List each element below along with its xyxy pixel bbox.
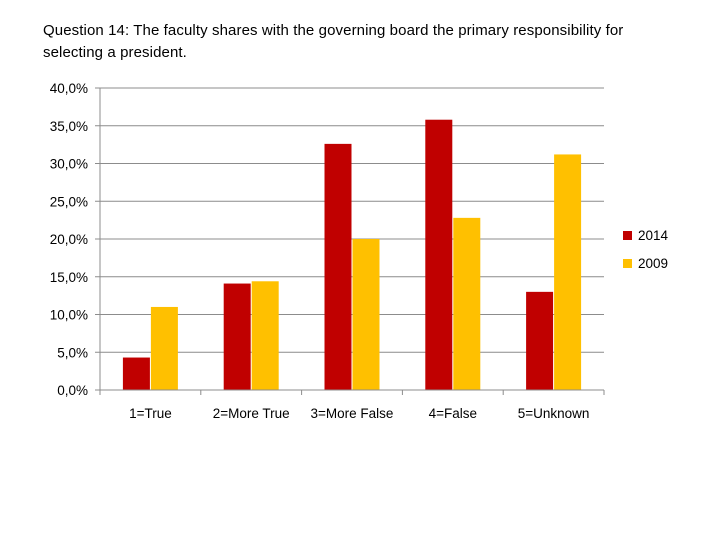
x-tick-label: 2=More True bbox=[213, 406, 290, 421]
bar-2009 bbox=[554, 154, 582, 390]
x-tick-label: 1=True bbox=[129, 406, 172, 421]
bar-2014 bbox=[223, 283, 251, 390]
x-axis-ticks: 1=True 2=More True 3=More False 4=False 5=Un… bbox=[99, 390, 605, 421]
y-tick-label: 5,0% bbox=[57, 345, 88, 360]
y-tick-label: 30,0% bbox=[50, 157, 88, 172]
bar-2014 bbox=[324, 143, 352, 390]
y-tick-label: 35,0% bbox=[50, 119, 88, 134]
axes bbox=[99, 88, 604, 391]
y-tick-label: 20,0% bbox=[50, 232, 88, 247]
legend: 2014 2009 bbox=[623, 228, 669, 271]
legend-label-2009: 2009 bbox=[638, 256, 668, 271]
bar-2009 bbox=[251, 281, 279, 390]
bar-2014 bbox=[425, 119, 453, 391]
y-tick-label: 10,0% bbox=[50, 308, 88, 323]
bar-2014 bbox=[526, 291, 554, 390]
legend-label-2014: 2014 bbox=[638, 228, 669, 243]
x-tick-label: 3=More False bbox=[311, 406, 394, 421]
gridlines bbox=[100, 87, 604, 353]
bar-2009 bbox=[352, 239, 380, 390]
x-tick-label: 5=Unknown bbox=[518, 406, 590, 421]
bar-2009 bbox=[150, 306, 178, 390]
bar-2014 bbox=[122, 357, 150, 390]
x-tick-label: 4=False bbox=[429, 406, 477, 421]
legend-swatch-2009 bbox=[623, 259, 632, 268]
y-tick-label: 40,0% bbox=[50, 81, 88, 96]
y-tick-label: 0,0% bbox=[57, 383, 88, 398]
y-tick-label: 25,0% bbox=[50, 194, 88, 209]
bar-2009 bbox=[453, 217, 481, 390]
bars bbox=[122, 119, 582, 391]
chart-title: Question 14: The faculty shares with the… bbox=[43, 22, 624, 61]
y-axis-ticks: 0,0% 5,0% 10,0% 15,0% 20,0% 25,0% 30,0% 35,0% 40… bbox=[50, 81, 100, 398]
y-tick-label: 15,0% bbox=[50, 270, 88, 285]
legend-swatch-2014 bbox=[623, 231, 632, 240]
